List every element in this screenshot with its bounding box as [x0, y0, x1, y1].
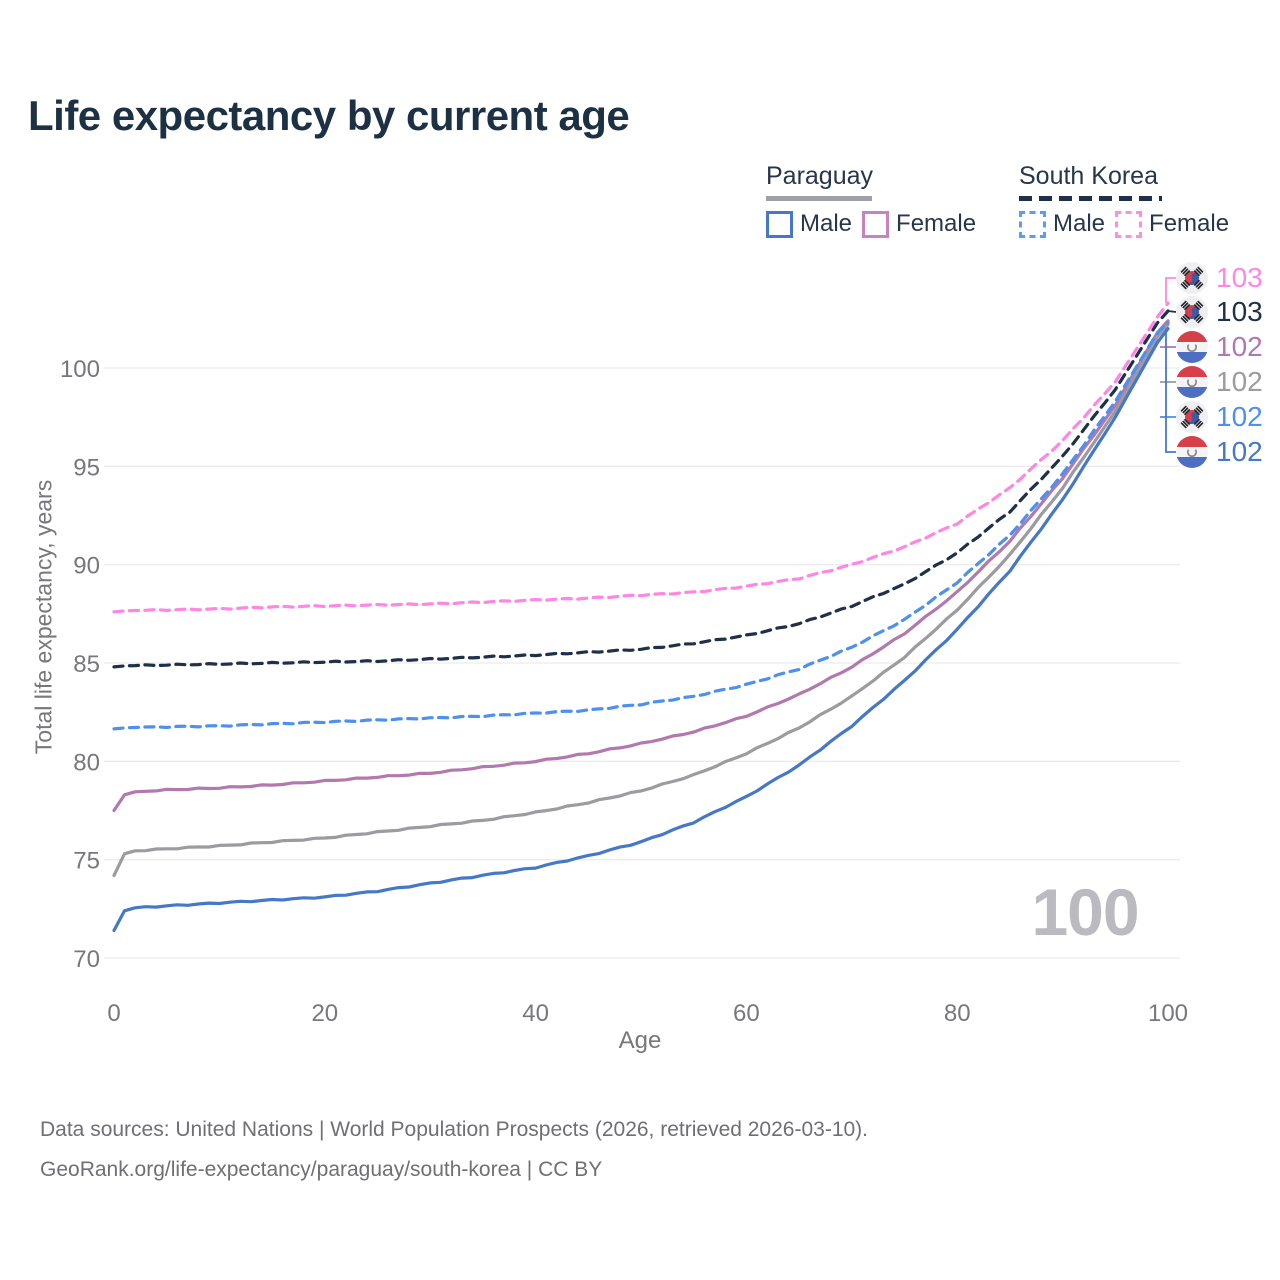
end-value-label: 103 [1216, 296, 1263, 327]
end-value-label: 102 [1216, 331, 1263, 362]
x-axis-title: Age [618, 1027, 662, 1054]
series-line-south-korea-both-sexes [112, 309, 1170, 669]
series-line-paraguay-both-sexes [112, 323, 1170, 877]
legend-group-paraguay: Paraguay Male Female [766, 162, 976, 238]
legend-label-paraguay-male: Male [800, 210, 853, 237]
y-axis-title: Total life expectancy, years [30, 479, 57, 755]
series-line-south-korea-female [112, 301, 1170, 614]
end-label-row-south-korea-male: 102 [1176, 401, 1263, 433]
chart-footer: Data sources: United Nations | World Pop… [40, 1110, 868, 1190]
paraguay-flag-icon [1176, 331, 1208, 363]
series-line-paraguay-female [112, 319, 1170, 813]
y-tick-label: 85 [73, 651, 100, 678]
paraguay-male-swatch [766, 210, 793, 238]
end-label-row-paraguay-both-sexes: 102 [1176, 366, 1263, 398]
south-korea-female-swatch [1115, 210, 1143, 238]
legend-country-south-korea: South Korea [1019, 162, 1158, 190]
series-line-south-korea-male [112, 321, 1170, 731]
data-sources-text: Data sources: United Nations | World Pop… [40, 1118, 869, 1141]
series-line-paraguay-male [112, 327, 1170, 933]
page-title: Life expectancy by current age [28, 92, 630, 139]
legend-row-paraguay: Male Female [766, 210, 976, 238]
paraguay-flag-icon [1176, 366, 1208, 398]
x-tick-label: 0 [107, 1000, 120, 1027]
x-tick-label: 20 [311, 1000, 338, 1027]
south-korea-flag-icon [1176, 296, 1208, 328]
y-tick-label: 90 [73, 553, 100, 580]
y-tick-label: 75 [73, 848, 100, 875]
south-korea-flag-icon [1176, 401, 1208, 433]
paraguay-female-swatch [862, 210, 890, 238]
legend-row-south-korea: Male Female [1019, 210, 1229, 238]
age-counter-watermark: 100 [1031, 875, 1139, 949]
y-tick-label: 95 [73, 454, 100, 481]
end-value-label: 102 [1216, 366, 1263, 397]
legend-label-south-korea-male: Male [1053, 210, 1106, 237]
end-value-label: 103 [1216, 262, 1263, 293]
south-korea-flag-icon [1176, 262, 1208, 294]
y-tick-label: 100 [60, 356, 100, 383]
legend-label-south-korea-female: Female [1149, 210, 1230, 237]
x-tick-label: 100 [1148, 1000, 1188, 1027]
end-value-label: 102 [1216, 436, 1263, 467]
legend-country-paraguay: Paraguay [766, 162, 874, 190]
end-label-row-paraguay-male: 102 [1176, 436, 1263, 468]
leader-line [1165, 277, 1176, 304]
paraguay-flag-icon [1176, 436, 1208, 468]
x-tick-label: 40 [522, 1000, 549, 1027]
x-tick-label: 80 [944, 1000, 971, 1027]
south-korea-male-swatch [1019, 210, 1046, 238]
end-label-row-south-korea-both-sexes: 103 [1176, 296, 1263, 328]
leader-line [1167, 310, 1177, 313]
x-tick-label: 60 [733, 1000, 760, 1027]
legend-group-south-korea: South Korea Male Female [1019, 162, 1229, 238]
legend-item-south-korea-male[interactable]: Male [1019, 210, 1105, 238]
y-tick-label: 70 [73, 946, 100, 973]
end-label-row-south-korea-female: 103 [1176, 262, 1263, 294]
legend-label-paraguay-female: Female [896, 210, 977, 237]
end-value-label: 102 [1216, 401, 1263, 432]
end-label-row-paraguay-female: 102 [1176, 331, 1263, 363]
legend-item-paraguay-female[interactable]: Female [862, 210, 976, 238]
y-tick-label: 80 [73, 749, 100, 776]
legend-item-south-korea-female[interactable]: Female [1115, 210, 1229, 238]
legend-item-paraguay-male[interactable]: Male [766, 210, 852, 238]
south-korea-dashed-line-swatch [1019, 196, 1162, 201]
leader-line [1165, 328, 1176, 453]
paraguay-solid-line-swatch [766, 196, 872, 201]
attribution-text: GeoRank.org/life-expectancy/paraguay/sou… [40, 1158, 603, 1181]
